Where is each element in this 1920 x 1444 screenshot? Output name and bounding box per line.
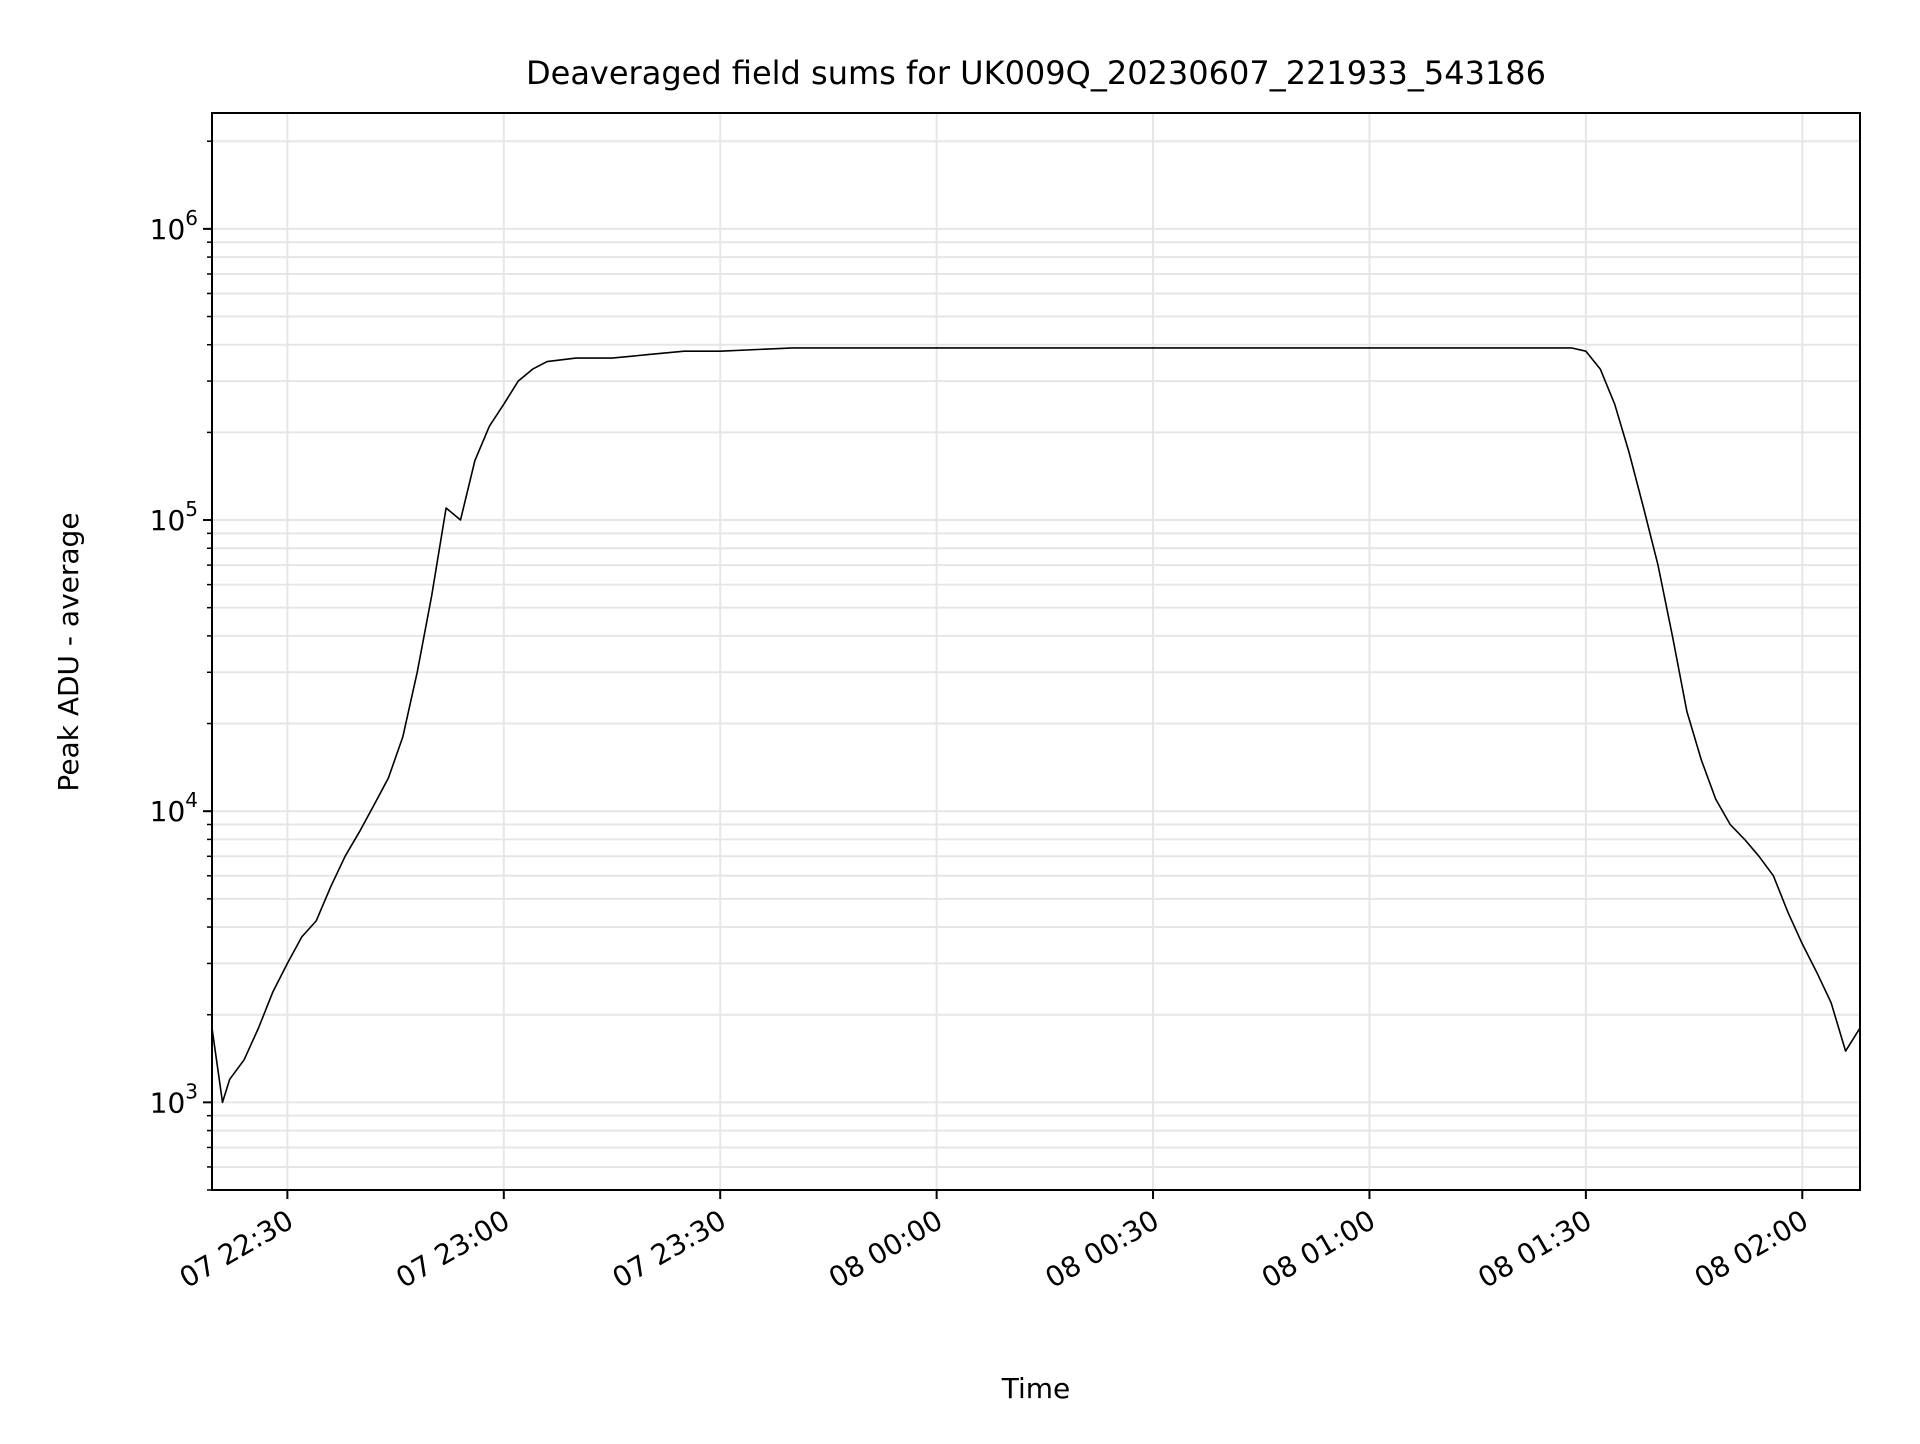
major-grid xyxy=(212,113,1860,1190)
chart-title: Deaveraged field sums for UK009Q_2023060… xyxy=(526,54,1546,92)
plot-frame xyxy=(211,112,1861,1191)
y-axis: 103 104 105 106 xyxy=(150,140,212,1191)
y-tick-label: 106 xyxy=(150,206,198,246)
y-axis-label: Peak ADU - average xyxy=(52,512,85,791)
series-line xyxy=(211,347,1861,1104)
series-layer xyxy=(211,347,1861,1104)
x-axis-label: Time xyxy=(1001,1372,1071,1405)
y-tick-label: 104 xyxy=(150,788,198,828)
y-tick-label: 105 xyxy=(150,497,198,537)
y-tick-label: 103 xyxy=(150,1079,198,1119)
